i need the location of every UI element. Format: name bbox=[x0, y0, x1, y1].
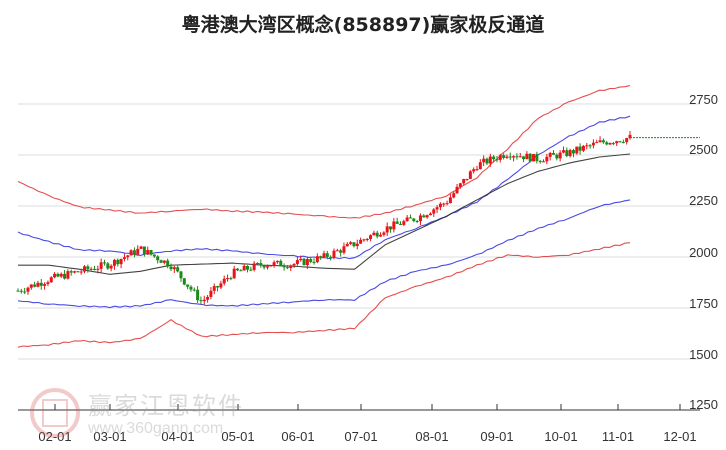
x-tick: 02-01 bbox=[38, 429, 72, 444]
x-tick: 10-01 bbox=[544, 429, 578, 444]
x-tick: 08-01 bbox=[415, 429, 449, 444]
y-tick: 2250 bbox=[689, 193, 718, 208]
y-tick: 2000 bbox=[689, 245, 718, 260]
x-tick: 09-01 bbox=[480, 429, 514, 444]
x-tick: 06-01 bbox=[281, 429, 315, 444]
x-tick: 11-01 bbox=[601, 429, 635, 444]
y-tick: 1750 bbox=[689, 296, 718, 311]
y-tick: 1250 bbox=[689, 397, 718, 412]
y-tick: 2500 bbox=[689, 142, 718, 157]
x-tick: 03-01 bbox=[93, 429, 127, 444]
chart-title: 粤港澳大湾区概念(858897)赢家极反通道 bbox=[181, 14, 545, 36]
x-tick: 12-01 bbox=[663, 429, 697, 444]
x-tick: 07-01 bbox=[344, 429, 378, 444]
x-tick: 05-01 bbox=[221, 429, 255, 444]
y-tick: 2750 bbox=[689, 92, 718, 107]
watermark-brand: 赢家江恩软件 bbox=[88, 392, 244, 420]
y-tick: 1500 bbox=[689, 347, 718, 362]
x-tick: 04-01 bbox=[161, 429, 195, 444]
seal-icon bbox=[30, 388, 80, 438]
watermark-url: www.360gann.com bbox=[88, 420, 224, 437]
